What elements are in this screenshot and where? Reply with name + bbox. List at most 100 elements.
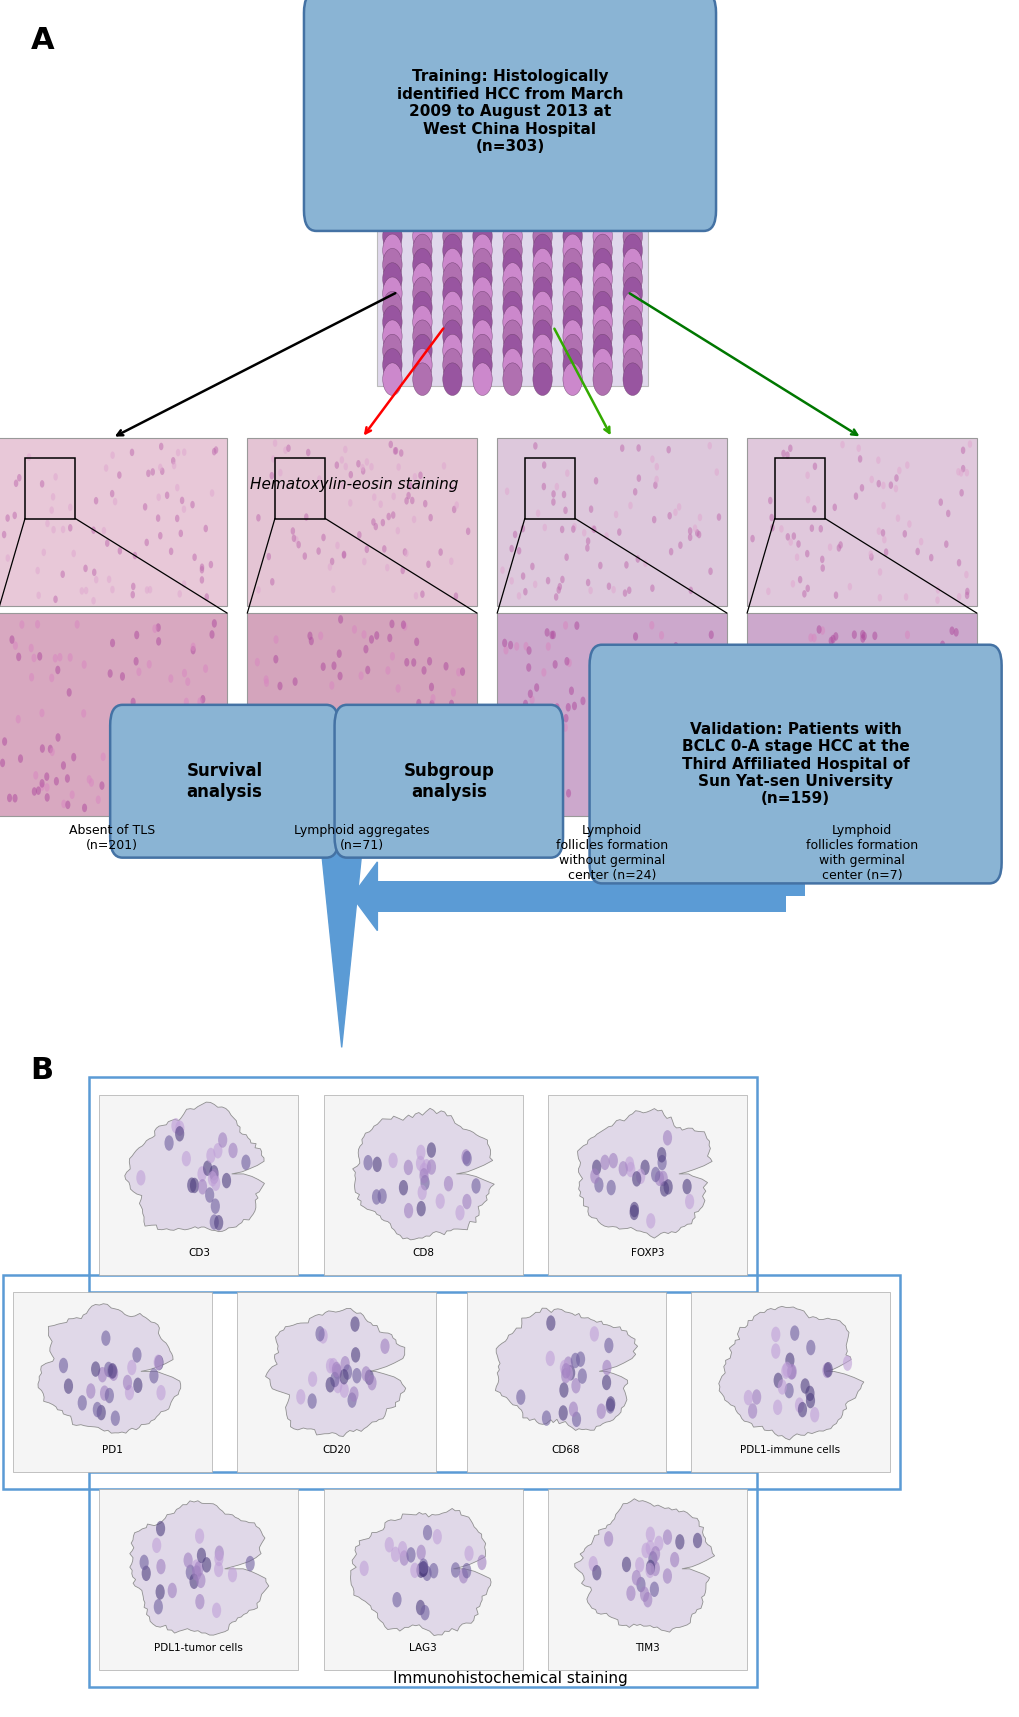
Circle shape (399, 1550, 409, 1566)
Circle shape (147, 659, 152, 668)
FancyBboxPatch shape (331, 800, 352, 900)
Circle shape (329, 800, 334, 809)
Circle shape (165, 491, 169, 500)
Circle shape (283, 446, 287, 453)
Circle shape (200, 563, 204, 572)
Circle shape (832, 503, 837, 512)
Circle shape (197, 1547, 206, 1562)
Circle shape (426, 560, 430, 568)
Circle shape (944, 541, 948, 548)
Circle shape (592, 319, 611, 352)
Circle shape (467, 757, 472, 766)
Circle shape (390, 1547, 399, 1562)
Circle shape (195, 1528, 204, 1544)
Circle shape (623, 234, 642, 266)
FancyBboxPatch shape (589, 644, 1001, 883)
Circle shape (788, 445, 792, 452)
Circle shape (588, 505, 593, 513)
Circle shape (692, 1533, 701, 1549)
Text: Lymphoid aggregates
(n=71): Lymphoid aggregates (n=71) (294, 824, 429, 852)
Circle shape (74, 620, 79, 628)
Circle shape (761, 680, 766, 689)
Circle shape (84, 587, 89, 594)
Circle shape (688, 587, 692, 594)
Circle shape (205, 594, 209, 601)
Circle shape (386, 513, 390, 520)
Circle shape (451, 507, 455, 513)
FancyBboxPatch shape (691, 1291, 890, 1471)
Circle shape (829, 635, 835, 644)
Circle shape (665, 767, 671, 776)
Text: CD20: CD20 (322, 1446, 351, 1454)
Circle shape (145, 539, 149, 546)
Polygon shape (353, 1109, 494, 1240)
Circle shape (403, 548, 407, 556)
FancyBboxPatch shape (331, 776, 352, 901)
Circle shape (750, 534, 754, 543)
Circle shape (382, 754, 387, 762)
Circle shape (964, 592, 968, 599)
Circle shape (111, 714, 116, 723)
Circle shape (328, 1358, 337, 1374)
Circle shape (574, 622, 579, 630)
Circle shape (816, 743, 821, 752)
Circle shape (532, 263, 551, 295)
Circle shape (364, 546, 369, 553)
Polygon shape (316, 721, 367, 776)
Circle shape (532, 349, 551, 381)
FancyBboxPatch shape (377, 881, 786, 912)
Circle shape (156, 623, 161, 632)
Circle shape (133, 658, 139, 666)
Circle shape (561, 491, 566, 498)
Circle shape (337, 615, 342, 623)
Circle shape (297, 541, 301, 548)
Circle shape (782, 676, 787, 685)
Circle shape (382, 234, 401, 266)
Circle shape (801, 805, 806, 814)
Circle shape (640, 730, 645, 738)
Circle shape (110, 639, 115, 647)
Circle shape (290, 527, 294, 534)
Circle shape (435, 1193, 444, 1209)
Circle shape (382, 206, 401, 239)
Circle shape (519, 783, 524, 792)
Circle shape (666, 512, 672, 520)
Circle shape (759, 680, 764, 689)
Circle shape (101, 1331, 110, 1346)
Circle shape (960, 702, 965, 711)
Circle shape (9, 635, 14, 644)
Circle shape (838, 692, 843, 701)
Circle shape (334, 462, 338, 469)
FancyBboxPatch shape (548, 1095, 746, 1274)
Circle shape (14, 479, 18, 488)
Circle shape (608, 1152, 618, 1168)
Circle shape (963, 570, 968, 579)
Circle shape (851, 630, 856, 639)
Circle shape (385, 563, 389, 572)
Circle shape (200, 695, 205, 704)
FancyBboxPatch shape (236, 1291, 436, 1471)
Circle shape (596, 683, 601, 692)
Circle shape (370, 805, 375, 814)
Circle shape (636, 474, 641, 482)
Circle shape (178, 792, 183, 800)
Circle shape (650, 1168, 659, 1183)
Polygon shape (316, 800, 367, 1047)
Circle shape (40, 481, 44, 488)
Circle shape (353, 790, 358, 798)
Circle shape (592, 349, 611, 381)
Circle shape (529, 695, 534, 704)
Circle shape (136, 805, 141, 814)
Circle shape (42, 548, 46, 556)
FancyBboxPatch shape (248, 438, 477, 606)
Circle shape (514, 740, 519, 749)
Circle shape (427, 1159, 436, 1174)
Polygon shape (574, 1499, 714, 1633)
Circle shape (697, 663, 702, 671)
Circle shape (380, 1339, 389, 1355)
Circle shape (610, 671, 615, 680)
Circle shape (757, 702, 762, 711)
Circle shape (271, 790, 276, 798)
Circle shape (371, 749, 376, 757)
Circle shape (871, 632, 876, 640)
